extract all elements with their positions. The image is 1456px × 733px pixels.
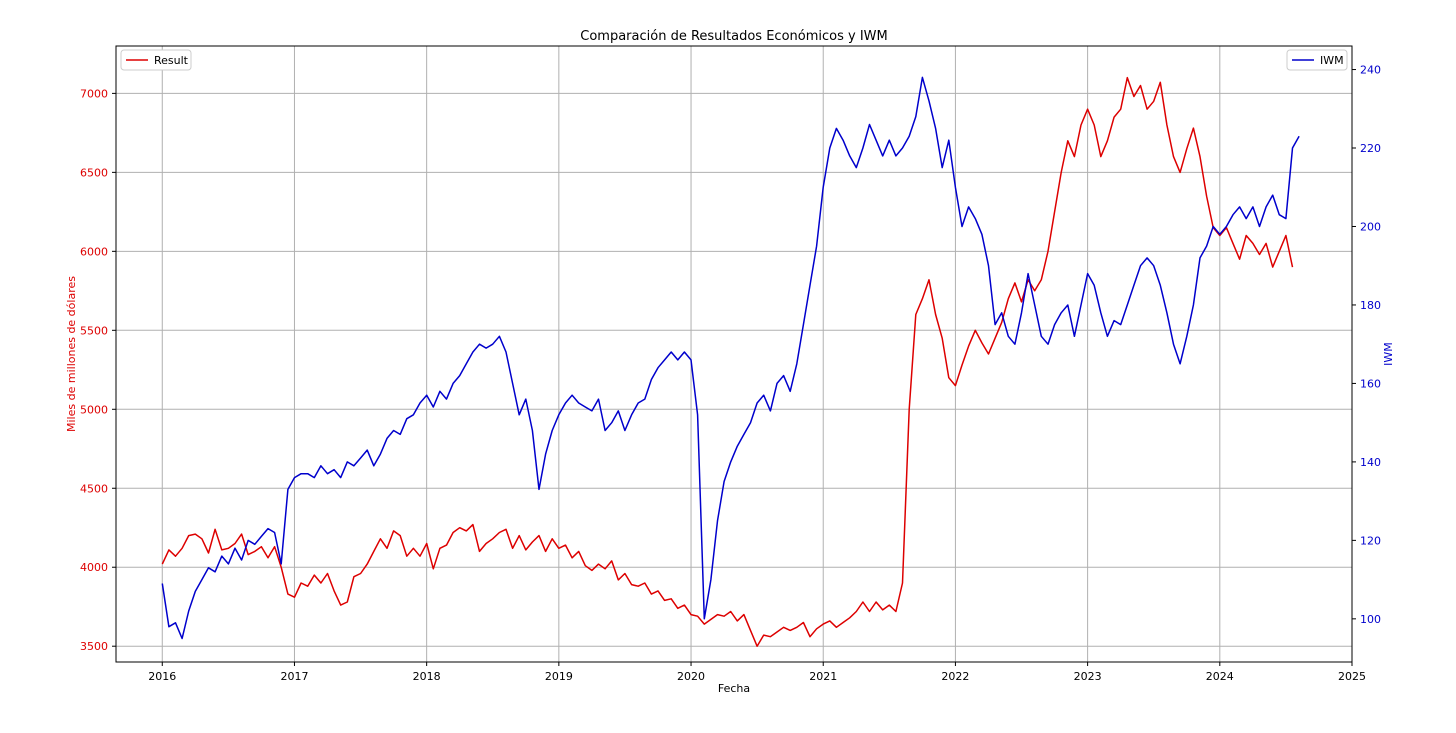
y-right-tick-label: 120 <box>1360 534 1381 547</box>
x-tick-label: 2018 <box>413 670 441 683</box>
y-left-tick-label: 5500 <box>80 324 108 337</box>
series-line-iwm <box>161 76 1300 640</box>
y-left-ticks: 3500 4000 4500 5000 5500 6000 6500 7000 <box>80 87 116 653</box>
series-line-result <box>161 76 1294 647</box>
y-right-tick-label: 220 <box>1360 142 1381 155</box>
x-tick-label: 2019 <box>545 670 573 683</box>
y-right-tick-label: 180 <box>1360 299 1381 312</box>
legend-left-label: Result <box>154 54 189 67</box>
chart-title: Comparación de Resultados Económicos y I… <box>580 29 887 44</box>
y-left-tick-label: 5000 <box>80 403 108 416</box>
y-left-tick-label: 4000 <box>80 561 108 574</box>
plot-frame <box>115 45 1353 663</box>
y-right-ticks: 100 120 140 160 180 200 220 240 <box>1352 64 1381 626</box>
x-tick-label: 2017 <box>280 670 308 683</box>
y-left-tick-label: 4500 <box>80 482 108 495</box>
grid <box>116 46 1353 662</box>
y-left-tick-label: 3500 <box>80 640 108 653</box>
legend-left: Result <box>120 49 192 71</box>
x-tick-label: 2021 <box>809 670 837 683</box>
x-ticks: 2016 2017 2018 2019 2020 2021 2022 2023 2024 2025 <box>148 662 1366 683</box>
x-tick-label: 2020 <box>677 670 705 683</box>
y-right-tick-label: 240 <box>1360 64 1381 77</box>
legend-right: IWM <box>1286 49 1348 71</box>
y-left-tick-label: 7000 <box>80 87 108 100</box>
series-lines <box>161 76 1300 647</box>
legend-left-box <box>120 49 192 71</box>
x-tick-label: 2024 <box>1206 670 1234 683</box>
x-tick-label: 2025 <box>1338 670 1366 683</box>
y-right-tick-label: 200 <box>1360 220 1381 233</box>
y-left-axis-title: Miles de millones de dólares <box>65 276 78 432</box>
x-tick-label: 2023 <box>1074 670 1102 683</box>
legend-right-label: IWM <box>1320 54 1344 67</box>
y-right-tick-label: 160 <box>1360 377 1381 390</box>
x-tick-label: 2022 <box>941 670 969 683</box>
legend-right-box <box>1286 49 1348 71</box>
x-tick-label: 2016 <box>148 670 176 683</box>
y-right-tick-label: 140 <box>1360 456 1381 469</box>
y-left-tick-label: 6000 <box>80 245 108 258</box>
y-right-axis-title: IWM <box>1382 342 1395 366</box>
y-right-tick-label: 100 <box>1360 613 1381 626</box>
y-left-tick-label: 6500 <box>80 166 108 179</box>
x-axis-title: Fecha <box>718 682 750 695</box>
